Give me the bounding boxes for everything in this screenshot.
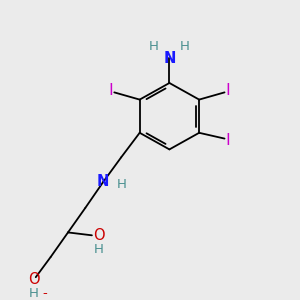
Text: I: I xyxy=(108,83,113,98)
Text: H: H xyxy=(180,40,190,53)
Text: O: O xyxy=(93,228,104,243)
Text: H: H xyxy=(28,286,38,300)
Text: I: I xyxy=(226,83,230,98)
Text: -: - xyxy=(42,287,47,300)
Text: H: H xyxy=(117,178,127,191)
Text: H: H xyxy=(94,243,103,256)
Text: N: N xyxy=(163,51,176,66)
Text: I: I xyxy=(226,133,230,148)
Text: N: N xyxy=(97,174,110,189)
Text: O: O xyxy=(28,272,40,287)
Text: H: H xyxy=(149,40,159,53)
